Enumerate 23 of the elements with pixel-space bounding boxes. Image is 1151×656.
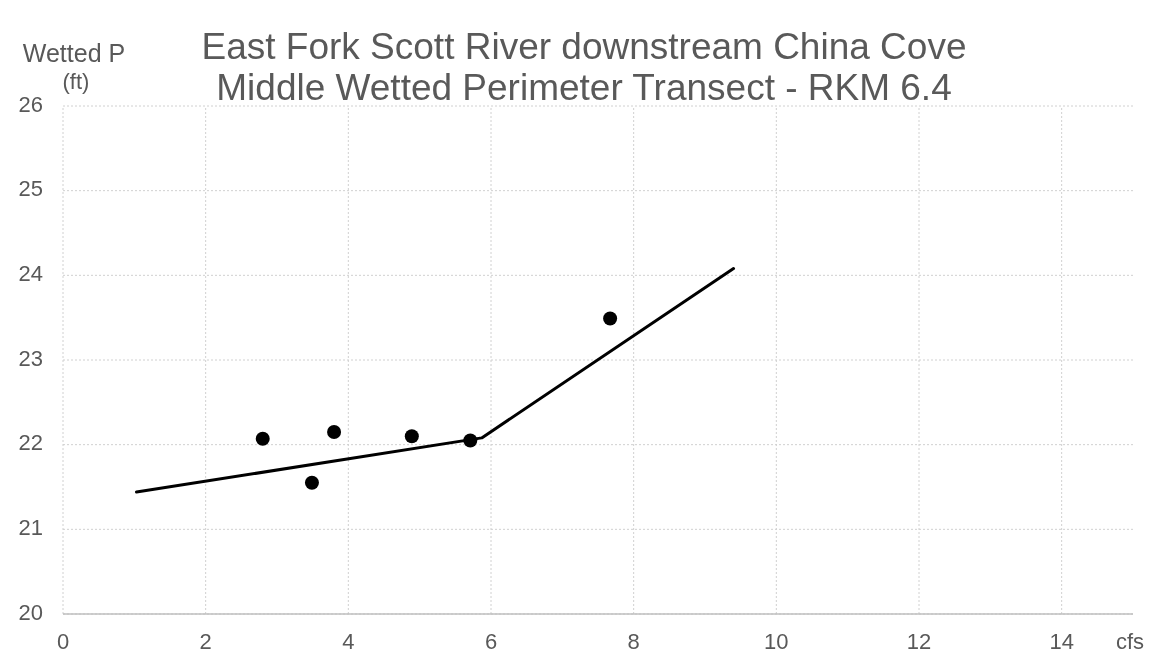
point (327, 424, 342, 439)
point (255, 431, 270, 446)
x-axis-title: cfs (1115, 628, 1145, 654)
y-tick-label: 26 (18, 91, 43, 117)
x-tick-label: 10 (764, 628, 789, 654)
x-tick-label: 4 (342, 628, 355, 654)
x-tick-label: 12 (906, 628, 932, 654)
x-tick-label: 2 (199, 628, 212, 654)
y-tick-label: 23 (18, 345, 43, 371)
x-tick-label: 0 (56, 628, 70, 654)
point (304, 475, 319, 490)
x-tick-label: 6 (484, 628, 498, 654)
y-tick-label: 21 (18, 515, 43, 541)
y-tick-label: 24 (18, 261, 43, 287)
x-tick-label: 8 (627, 628, 640, 654)
x-tick-label: 14 (1049, 628, 1074, 654)
point (603, 311, 618, 326)
chart-title: East Fork Scott River downstream China Cove Middle Wetted Perimeter Transect - RKM 6.4 (201, 26, 967, 108)
y-axis-title: Wetted P (ft) (22, 39, 126, 94)
point (404, 429, 419, 444)
y-tick-label: 25 (18, 176, 43, 202)
y-tick-label: 20 (18, 599, 43, 625)
y-tick-label: 22 (18, 430, 43, 456)
